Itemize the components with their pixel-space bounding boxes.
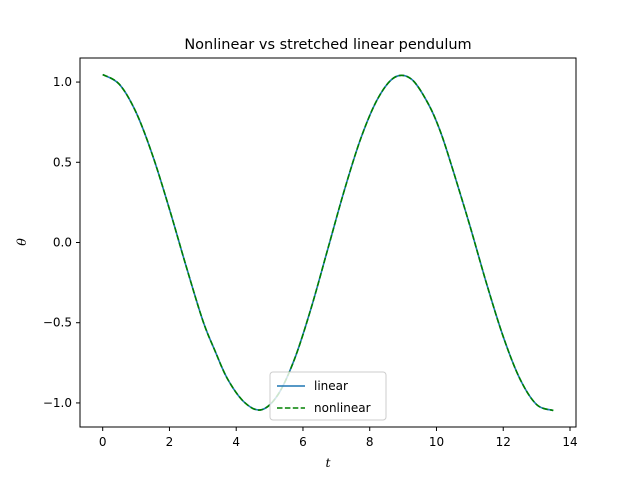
x-axis-label: t	[325, 455, 331, 470]
x-tick-label: 6	[299, 435, 307, 449]
y-axis-label: θ	[14, 238, 29, 246]
y-tick-label: 0.5	[53, 155, 72, 169]
y-axis-ticks: 1.0 0.5 0.0 −0.5 −1.0	[43, 75, 80, 410]
legend-label-nonlinear: nonlinear	[314, 401, 371, 415]
x-tick-label: 12	[496, 435, 511, 449]
x-tick-label: 2	[166, 435, 174, 449]
x-axis-ticks: 0 2 4 6 8 10 12 14	[99, 427, 578, 449]
x-tick-label: 14	[562, 435, 577, 449]
y-tick-label: 0.0	[53, 236, 72, 250]
chart-title: Nonlinear vs stretched linear pendulum	[184, 37, 471, 53]
legend: linear nonlinear	[269, 371, 387, 421]
x-tick-label: 10	[429, 435, 444, 449]
y-tick-label: 1.0	[53, 75, 72, 89]
x-tick-label: 8	[366, 435, 374, 449]
legend-label-linear: linear	[314, 379, 348, 393]
legend-box	[269, 371, 387, 421]
x-tick-label: 0	[99, 435, 107, 449]
series-line-nonlinear	[102, 73, 554, 412]
y-tick-label: −1.0	[43, 396, 72, 410]
y-tick-label: −0.5	[43, 316, 72, 330]
x-tick-label: 4	[232, 435, 240, 449]
series-layer	[102, 73, 554, 412]
